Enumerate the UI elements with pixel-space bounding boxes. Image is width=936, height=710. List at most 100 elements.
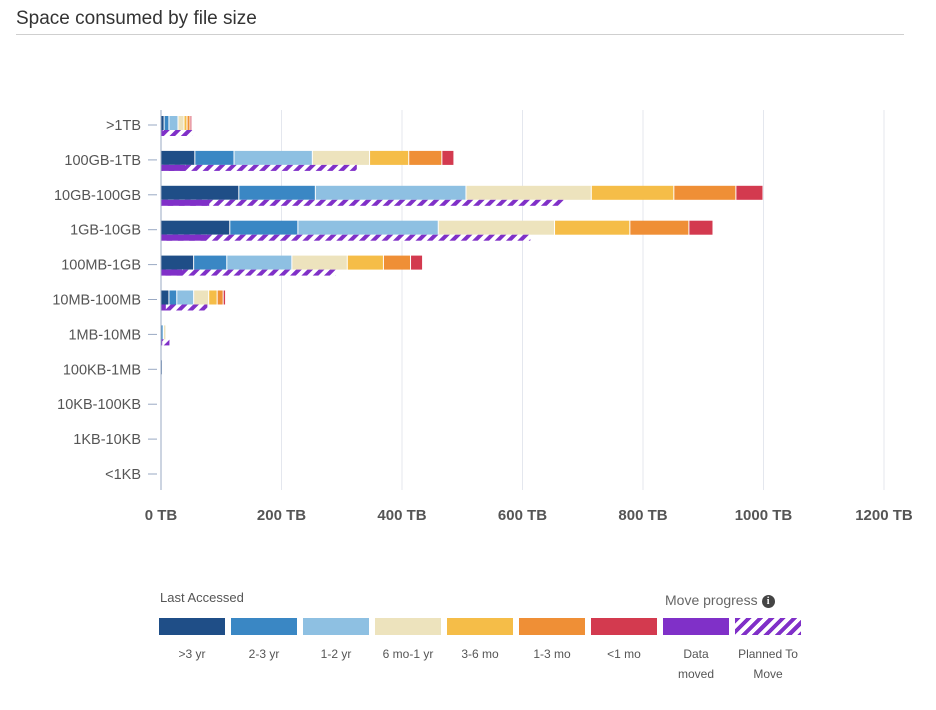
bar-segment	[194, 290, 209, 305]
legend-item[interactable]: >3 yr	[159, 618, 225, 684]
legend-swatch	[447, 618, 513, 635]
legend-swatch	[591, 618, 657, 635]
y-tick-label: <1KB	[105, 467, 141, 483]
legend: >3 yr 2-3 yr 1-2 yr 6 mo-1 yr 3-6 mo 1-3 mo <1…	[159, 618, 807, 684]
bar-segment	[161, 185, 239, 200]
legend-item[interactable]: 1-3 mo	[519, 618, 585, 684]
x-tick-label: 1200 TB	[855, 507, 913, 524]
bar-segment	[164, 325, 166, 340]
bar-segment	[161, 255, 194, 270]
bar-segment	[347, 255, 383, 270]
bar-segment	[187, 116, 190, 130]
bar-segment	[169, 290, 177, 305]
data-moved-bar	[161, 234, 207, 241]
legend-swatch	[663, 618, 729, 635]
legend-label: 2-3 yr	[248, 647, 280, 661]
data-moved-bar	[161, 269, 183, 276]
legend-label: 1-2 yr	[320, 647, 352, 661]
legend-swatch	[375, 618, 441, 635]
bar-chart: 0 TB 200 TB 400 TB 600 TB 800 TB 1000 TB 1200 …	[52, 110, 913, 524]
legend-item[interactable]: 1-2 yr	[303, 618, 369, 684]
bar-segment	[370, 150, 409, 165]
bar-segment	[194, 255, 227, 270]
y-tick-label: 1GB-10GB	[70, 223, 141, 239]
y-tick-label: 100KB-1MB	[63, 362, 141, 378]
bar-segment	[161, 220, 230, 235]
bar-segment	[162, 325, 164, 340]
y-tick-label: >1TB	[106, 118, 141, 134]
x-tick-label: 0 TB	[145, 507, 178, 524]
legend-label: 1-3 mo	[533, 647, 571, 661]
bar-segment	[161, 290, 169, 305]
bar-segment	[227, 255, 292, 270]
data-moved-bar	[161, 339, 163, 346]
planned-to-move-bar	[161, 304, 208, 311]
x-tick-label: 1000 TB	[735, 507, 793, 524]
bar-segment	[383, 255, 411, 270]
bar-segment	[223, 290, 226, 305]
legend-label: Planned To Move	[738, 647, 798, 681]
legend-swatch	[303, 618, 369, 635]
bar-segment	[161, 325, 163, 340]
bar-segment	[312, 150, 370, 165]
legend-label: <1 mo	[607, 647, 641, 661]
planned-to-move-bar	[161, 269, 336, 276]
bar-segment	[292, 255, 347, 270]
bar-segment	[438, 220, 555, 235]
bar-segment	[689, 220, 713, 235]
legend-item[interactable]: Data moved	[663, 618, 729, 684]
move-progress-title: Move progress i	[665, 592, 775, 608]
bar-segment	[177, 290, 194, 305]
move-progress-label: Move progress	[665, 592, 758, 608]
legend-title: Last Accessed	[160, 590, 244, 605]
data-moved-bar	[161, 199, 210, 206]
data-moved-bar	[161, 304, 166, 311]
bar-segment	[161, 150, 195, 165]
y-tick-label: 100MB-1GB	[61, 258, 141, 274]
y-tick-label: 1KB-10KB	[73, 432, 141, 448]
bar-segment	[442, 150, 454, 165]
bar-segment	[209, 290, 217, 305]
bar-segment	[630, 220, 689, 235]
legend-item[interactable]: 3-6 mo	[447, 618, 513, 684]
x-tick-label: 400 TB	[377, 507, 426, 524]
data-moved-bar	[161, 164, 186, 171]
planned-to-move-bar	[161, 164, 357, 171]
bar-segment	[555, 220, 630, 235]
legend-label: 3-6 mo	[461, 647, 499, 661]
y-tick-label: 10GB-100GB	[54, 188, 141, 204]
legend-item[interactable]: 2-3 yr	[231, 618, 297, 684]
legend-swatch	[231, 618, 297, 635]
planned-to-move-bar	[161, 199, 564, 206]
y-tick-label: 10MB-100MB	[52, 293, 141, 309]
title-divider	[16, 34, 904, 35]
legend-item[interactable]: Planned To Move	[735, 618, 801, 684]
bar-segment	[195, 150, 234, 165]
bar-segment	[169, 116, 178, 130]
x-tick-label: 200 TB	[257, 507, 306, 524]
legend-item[interactable]: <1 mo	[591, 618, 657, 684]
bar-segment	[164, 116, 169, 130]
legend-label: 6 mo-1 yr	[382, 647, 434, 661]
info-icon[interactable]: i	[761, 595, 775, 608]
legend-swatch	[159, 618, 225, 635]
chart-title: Space consumed by file size	[16, 8, 257, 29]
planned-to-move-bar	[161, 130, 193, 136]
planned-to-move-bar	[161, 339, 170, 346]
legend-swatch	[519, 618, 585, 635]
bar-segment	[409, 150, 442, 165]
y-tick-label: 1MB-10MB	[68, 327, 141, 343]
x-tick-label: 800 TB	[618, 507, 667, 524]
legend-item[interactable]: 6 mo-1 yr	[375, 618, 441, 684]
bar-segment	[184, 116, 187, 130]
bar-segment	[736, 185, 763, 200]
bar-segment	[315, 185, 466, 200]
data-moved-bar	[161, 130, 163, 136]
bar-segment	[239, 185, 315, 200]
y-tick-label: 10KB-100KB	[57, 397, 141, 413]
y-tick-label: 100GB-1TB	[64, 153, 141, 169]
bar-segment	[674, 185, 736, 200]
bar-segment	[217, 290, 223, 305]
legend-label: Data moved	[677, 647, 715, 681]
planned-to-move-bar	[161, 234, 531, 241]
